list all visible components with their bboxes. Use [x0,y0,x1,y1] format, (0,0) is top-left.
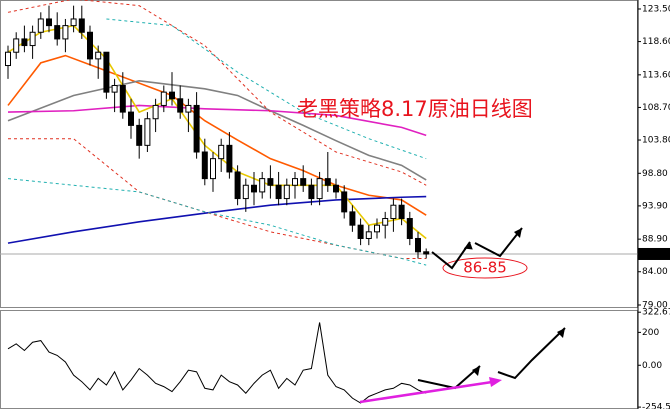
candle-body [54,25,61,40]
candle-body [218,144,225,160]
target-ellipse [442,257,528,279]
candle-body [365,231,372,239]
candle-body [259,178,266,193]
candle-body [136,124,143,146]
candle-body [5,51,11,67]
y-tick-label: 84.00 [642,267,668,277]
oscillator-line [7,322,427,404]
candle-body [349,211,356,226]
candle-body [62,25,69,40]
candle-body [193,104,200,153]
moving-average [7,54,427,216]
arrow-head [514,228,522,238]
candle-body [70,18,77,27]
candle-body [398,204,405,220]
moving-average [7,195,427,244]
y-tick-label: 113.60 [642,70,670,80]
y-tick-label: 200 [642,328,659,338]
candle-body [341,191,348,213]
candle-body [160,91,167,106]
candle-body [103,51,110,93]
candle-body [292,178,298,186]
candle-body [283,184,290,200]
y-tick-label: 108.70 [642,103,670,113]
last-price-box [638,247,670,260]
candle-body [78,18,85,33]
arrow-head [489,377,502,387]
arrow [431,241,471,270]
candle-body [324,178,331,186]
candle-body [95,51,102,60]
candle-body [111,84,118,93]
candle-body [242,184,249,200]
arrow [497,327,566,380]
y-tick-label: 98.80 [642,169,668,179]
candle-body [201,151,208,180]
candle-body [423,251,430,255]
y-tick-label: 103.80 [642,136,670,146]
candle-body [29,31,36,47]
candle-body [300,178,307,186]
annotation-target: 86-85 [463,259,507,277]
y-tick-label: 79.00 [642,301,668,311]
candle-body [390,204,397,220]
band-line [7,178,427,266]
candle-body [128,111,134,126]
candle-body [382,218,389,226]
candle-body [13,38,20,53]
candle-body [275,184,282,200]
candle-body [226,144,233,173]
candle-body [234,171,241,200]
divergence-arrow [359,380,493,404]
candle-body [357,224,364,239]
y-tick-label: 93.90 [642,201,668,211]
moving-average [7,104,427,137]
last-price-label: 86.67 [641,249,667,259]
candle-body [185,104,192,113]
candle-body [37,18,44,33]
candle-body [316,178,323,200]
y-tick-label: 123.50 [642,4,670,14]
candle-body [46,18,52,27]
main-panel [0,0,638,308]
candle-body [169,91,175,100]
candle-body [267,178,274,186]
candle-body [308,184,315,200]
candle-body [374,224,380,233]
candle-body [119,84,126,113]
y-tick-label: 88.90 [642,235,668,245]
y-tick-label: -254.56 [642,403,670,409]
band-line [106,18,427,160]
candle-body [144,118,151,146]
candle-body [333,184,339,193]
arrow-head [463,242,473,250]
arrow [474,227,523,258]
candle-body [152,104,159,120]
candle-body [406,218,413,239]
candle-body [415,237,421,253]
arrow-heads [463,228,565,376]
arrow-head [557,328,565,338]
candle-body [87,31,93,60]
arrow-head [472,366,480,376]
annotation-title: 老黑策略8.17原油日线图 [297,97,533,121]
candle-body [251,184,257,193]
y-tick-label: 0.00 [642,361,662,371]
candle-body [210,158,216,180]
candle-body [21,38,28,47]
y-tick-label: 322.670 [642,308,670,318]
y-tick-label: 118.60 [642,37,670,47]
candle-body [177,98,184,113]
